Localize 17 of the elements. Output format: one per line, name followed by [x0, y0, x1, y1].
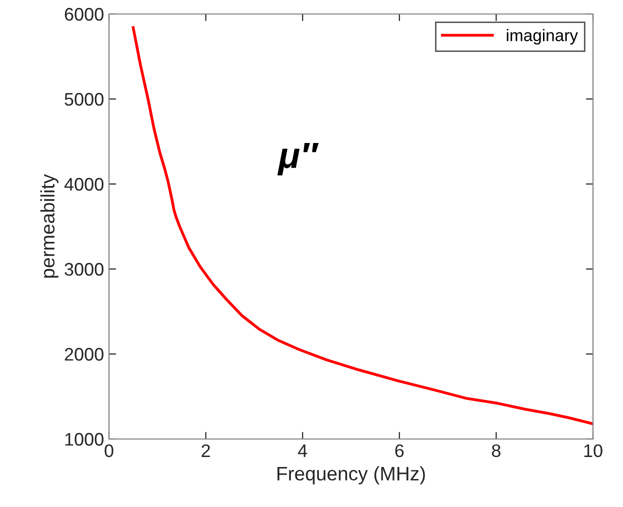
y-tick-label: 3000 [64, 262, 104, 276]
line-series [132, 26, 593, 426]
x-tick-label: 4 [298, 444, 308, 457]
y-tick-label: 5000 [64, 92, 104, 106]
y-tick-label: 2000 [64, 348, 104, 361]
x-axis-title: Frequency (MHz) [278, 466, 425, 484]
y-tick-label: 4000 [64, 178, 104, 191]
x-tick-label: 10 [584, 444, 602, 458]
x-tick-label: 6 [395, 444, 404, 458]
y-tick-label: 6000 [64, 8, 104, 21]
y-tick-label: 1000 [65, 432, 104, 446]
y-axis-title: permeability [40, 174, 58, 278]
x-tick-label: 0 [104, 444, 114, 458]
x-tick-label: 2 [202, 444, 210, 457]
legend-label: imaginary [506, 29, 578, 45]
annotation: μ′′ [277, 142, 319, 176]
x-tick-label: 8 [492, 444, 500, 458]
